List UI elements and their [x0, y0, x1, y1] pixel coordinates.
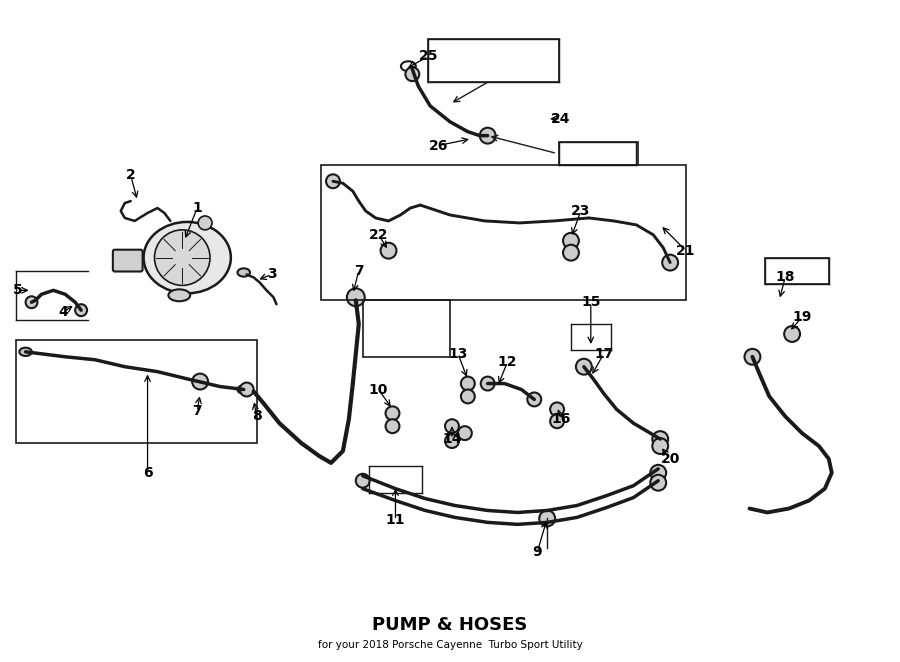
Text: 11: 11 — [386, 514, 405, 528]
Text: 8: 8 — [252, 409, 262, 423]
Circle shape — [563, 233, 579, 249]
Text: 6: 6 — [143, 466, 152, 480]
Circle shape — [461, 377, 475, 391]
Circle shape — [652, 431, 668, 447]
Bar — [765, 258, 829, 285]
Text: 14: 14 — [442, 432, 462, 446]
Circle shape — [662, 255, 678, 271]
Text: 21: 21 — [676, 244, 696, 258]
Text: 13: 13 — [448, 347, 468, 361]
Bar — [321, 166, 686, 301]
Text: 19: 19 — [792, 310, 812, 324]
Circle shape — [445, 419, 459, 433]
Ellipse shape — [144, 222, 231, 293]
Circle shape — [744, 349, 760, 365]
Circle shape — [550, 414, 564, 428]
Circle shape — [76, 305, 87, 316]
Circle shape — [346, 289, 364, 307]
Ellipse shape — [238, 385, 250, 394]
Circle shape — [25, 297, 38, 308]
Text: 10: 10 — [369, 383, 388, 397]
Text: 25: 25 — [418, 50, 438, 64]
Text: 4: 4 — [58, 305, 68, 319]
Text: PUMP & HOSES: PUMP & HOSES — [373, 616, 527, 634]
Circle shape — [445, 434, 459, 448]
Text: 2: 2 — [126, 168, 136, 182]
Circle shape — [405, 68, 419, 81]
Text: 17: 17 — [594, 347, 614, 361]
Ellipse shape — [19, 348, 32, 356]
Circle shape — [563, 245, 579, 261]
Bar — [363, 301, 450, 357]
Text: 18: 18 — [776, 271, 795, 285]
Circle shape — [385, 419, 400, 433]
Circle shape — [458, 426, 472, 440]
Text: 20: 20 — [661, 452, 680, 466]
Circle shape — [480, 128, 496, 144]
Circle shape — [193, 373, 208, 389]
Circle shape — [652, 438, 668, 454]
FancyBboxPatch shape — [112, 250, 142, 271]
Circle shape — [784, 326, 800, 342]
Text: 3: 3 — [266, 267, 276, 281]
Text: 22: 22 — [369, 228, 389, 242]
Circle shape — [539, 510, 555, 526]
Text: 12: 12 — [498, 355, 518, 369]
Circle shape — [381, 243, 397, 259]
Text: 7: 7 — [193, 404, 202, 418]
Circle shape — [527, 393, 541, 406]
Text: 7: 7 — [354, 263, 364, 277]
Text: 15: 15 — [581, 295, 600, 309]
Text: 9: 9 — [533, 545, 542, 559]
Circle shape — [326, 174, 340, 188]
Circle shape — [356, 474, 370, 488]
Text: 5: 5 — [13, 283, 22, 297]
Circle shape — [576, 359, 592, 375]
Text: 16: 16 — [552, 412, 571, 426]
Circle shape — [239, 383, 254, 397]
Bar — [559, 142, 638, 166]
Circle shape — [550, 402, 564, 416]
Circle shape — [651, 475, 666, 491]
Circle shape — [155, 230, 210, 285]
Circle shape — [385, 406, 400, 420]
Circle shape — [481, 377, 495, 391]
Ellipse shape — [238, 268, 250, 277]
Text: 24: 24 — [552, 112, 571, 126]
Text: 1: 1 — [193, 201, 202, 215]
Circle shape — [461, 389, 475, 403]
Circle shape — [198, 216, 212, 230]
Bar — [428, 40, 559, 82]
Ellipse shape — [168, 289, 190, 301]
Text: for your 2018 Porsche Cayenne  Turbo Sport Utility: for your 2018 Porsche Cayenne Turbo Spor… — [318, 640, 582, 650]
Bar — [15, 340, 256, 443]
Text: 26: 26 — [428, 138, 448, 152]
Circle shape — [651, 465, 666, 481]
Text: 23: 23 — [572, 204, 590, 218]
